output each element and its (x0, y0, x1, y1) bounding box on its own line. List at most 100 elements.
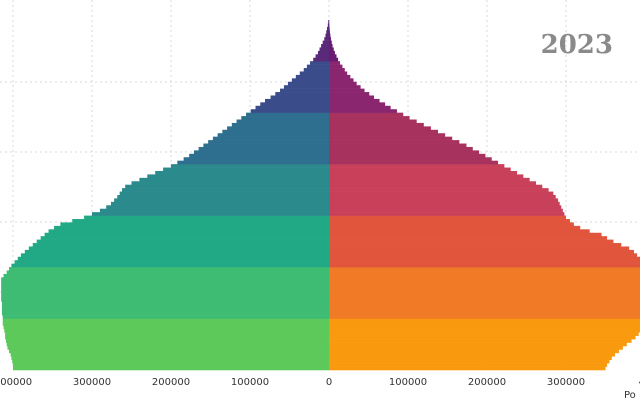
left-bar-age-85 (295, 74, 329, 79)
left-bar-age-59 (171, 164, 329, 168)
left-bar-age-4 (10, 352, 329, 357)
right-bar-age-31 (329, 260, 640, 264)
left-bar-age-71 (231, 122, 329, 127)
left-bar-age-23 (1, 287, 330, 292)
right-bar-age-10 (329, 332, 639, 336)
left-bar-age-75 (250, 109, 329, 113)
right-bar-age-65 (329, 143, 467, 148)
left-bar-age-34 (24, 249, 329, 254)
right-bar-age-77 (329, 102, 386, 107)
right-bar-age-47 (329, 205, 562, 210)
right-bar-age-17 (329, 308, 640, 312)
x-axis-title: Po (624, 390, 636, 400)
right-bar-age-46 (329, 208, 563, 213)
left-bar-age-8 (5, 339, 329, 343)
right-bar-age-50 (329, 195, 556, 199)
x-tick-label: 300000 (73, 377, 111, 388)
right-bar-age-71 (329, 122, 424, 127)
right-bar-age-76 (329, 105, 391, 110)
left-bar-age-55 (139, 177, 329, 182)
right-bar-age-37 (329, 239, 614, 244)
right-bar-age-48 (329, 201, 560, 206)
right-bar-age-45 (329, 212, 565, 216)
left-bar-age-38 (40, 236, 330, 240)
left-bar-age-31 (14, 260, 330, 264)
left-bar-age-22 (1, 291, 330, 295)
left-bar-age-40 (48, 229, 330, 234)
right-bar-age-52 (329, 188, 549, 192)
right-bar-age-29 (329, 267, 640, 271)
left-bar-age-50 (117, 195, 329, 199)
right-bar-age-4 (329, 352, 615, 357)
right-bar-age-25 (329, 280, 640, 285)
right-bar-age-82 (329, 85, 361, 89)
left-bar-age-91 (315, 54, 329, 59)
right-bar-age-53 (329, 184, 543, 189)
right-bar-age-34 (329, 249, 634, 254)
right-bar-age-8 (329, 339, 632, 343)
right-bar-age-9 (329, 335, 636, 340)
right-bar-age-22 (329, 291, 640, 295)
right-bar-age-28 (329, 270, 640, 275)
left-bar-age-18 (1, 304, 329, 309)
left-bar-age-72 (236, 119, 329, 124)
left-bar-age-56 (147, 174, 329, 179)
right-bar-age-66 (329, 140, 460, 144)
left-bar-age-87 (303, 68, 329, 72)
left-bar-age-39 (44, 232, 329, 237)
left-bar-age-53 (125, 184, 330, 189)
left-bar-age-61 (183, 157, 329, 161)
right-bar-age-89 (329, 61, 341, 65)
x-tick-label: 100000 (389, 377, 427, 388)
left-bar-age-3 (11, 356, 329, 360)
left-bar-age-6 (7, 345, 329, 350)
left-bar-age-16 (1, 311, 329, 316)
left-bar-age-47 (106, 205, 329, 210)
left-bar-age-70 (227, 126, 329, 131)
right-bar-age-3 (329, 356, 612, 360)
left-bar-age-42 (60, 222, 330, 227)
right-bar-age-18 (329, 304, 640, 309)
left-bar-age-51 (119, 191, 330, 196)
right-bar-age-6 (329, 345, 623, 350)
right-bar-age-81 (329, 88, 365, 93)
left-bar-age-54 (131, 181, 329, 185)
right-bar-age-95 (329, 40, 332, 45)
right-bar-age-80 (329, 92, 370, 96)
left-bar-age-24 (1, 284, 330, 288)
right-bar-age-68 (329, 133, 446, 137)
right-bar-age-30 (329, 263, 640, 268)
right-bar-age-32 (329, 256, 640, 261)
right-bar-age-99 (329, 26, 330, 31)
right-series-bars (329, 20, 640, 371)
left-bar-age-95 (322, 40, 329, 45)
year-label: 2023 (541, 30, 613, 60)
left-bar-age-62 (189, 153, 329, 158)
left-bar-age-82 (283, 85, 329, 89)
right-bar-age-11 (329, 328, 640, 333)
right-bar-age-59 (329, 164, 505, 168)
right-bar-age-87 (329, 68, 345, 72)
right-bar-age-96 (329, 37, 331, 41)
right-bar-age-61 (329, 157, 492, 161)
left-bar-age-28 (6, 270, 330, 275)
left-bar-age-69 (222, 129, 329, 134)
left-bar-age-65 (203, 143, 329, 148)
left-bar-age-73 (241, 116, 329, 120)
right-bar-age-33 (329, 253, 638, 258)
right-bar-age-78 (329, 98, 380, 103)
left-bar-age-93 (319, 47, 329, 52)
left-bar-age-15 (2, 315, 329, 319)
left-bar-age-0 (13, 366, 329, 371)
left-bar-age-7 (6, 342, 330, 347)
left-bar-age-88 (306, 64, 329, 69)
right-bar-age-0 (329, 366, 606, 371)
left-bar-age-92 (317, 50, 329, 55)
left-bar-age-2 (12, 359, 330, 364)
left-bar-age-81 (280, 88, 329, 93)
left-bar-age-67 (212, 136, 329, 141)
left-bar-age-44 (84, 215, 329, 220)
right-bar-age-43 (329, 219, 570, 223)
right-bar-age-72 (329, 119, 417, 124)
left-bar-age-74 (246, 112, 329, 117)
